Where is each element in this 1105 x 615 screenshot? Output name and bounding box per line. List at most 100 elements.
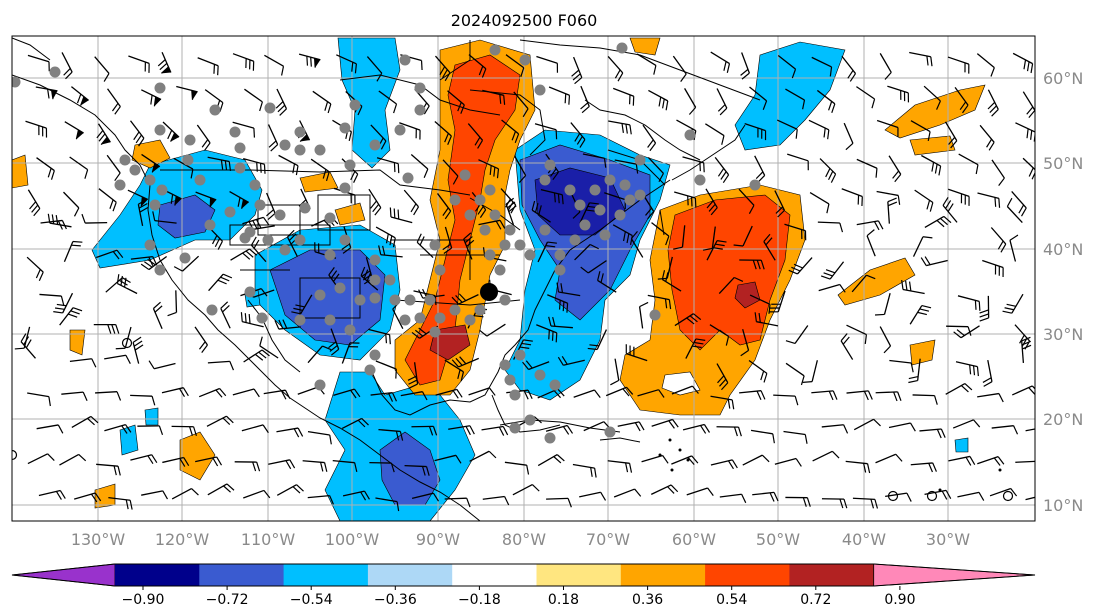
station-dot: [256, 312, 268, 324]
station-dot: [449, 304, 461, 316]
wind-barb: [1025, 493, 1035, 501]
coastline: [671, 124, 746, 181]
station-dot: [544, 432, 556, 444]
map-title: 2024092500 F060: [451, 11, 598, 30]
wind-barb: [612, 87, 635, 106]
wind-barb: [140, 256, 168, 271]
station-dot: [369, 292, 381, 304]
station-dot: [274, 209, 286, 221]
wind-barb: [557, 355, 585, 366]
station-dot: [649, 309, 661, 321]
wind-barb: [811, 390, 838, 401]
wind-barb: [59, 453, 87, 466]
wind-barb: [901, 280, 925, 295]
map-panel: [12, 36, 1035, 521]
wind-barb: [853, 418, 881, 431]
wind-barb: [104, 423, 132, 434]
wind-barb: [35, 86, 58, 100]
station-dots: [12, 42, 761, 444]
wind-barb: [241, 424, 269, 434]
wind-barb: [230, 248, 258, 261]
wind-barb: [716, 88, 728, 116]
wind-barb: [684, 88, 697, 115]
field-contour: [909, 339, 936, 366]
lon-label: 60°W: [672, 530, 716, 549]
field-contour: [954, 437, 969, 453]
wind-barb: [879, 53, 892, 80]
longitude-labels: 130°W 120°W 110°W 100°W 90°W 80°W 70°W 60°W 50°W…: [71, 530, 970, 549]
wind-barb: [275, 88, 288, 116]
station-dot: [349, 99, 361, 111]
station-dot: [694, 174, 706, 186]
station-dot: [514, 239, 526, 251]
wind-barb: [749, 86, 768, 110]
colorbar-extend-high: [873, 563, 1036, 587]
station-dot: [206, 304, 218, 316]
wind-barb: [232, 388, 260, 398]
island: [670, 468, 674, 472]
wind-barb: [574, 243, 599, 261]
wind-barb: [579, 491, 607, 501]
station-dot: [279, 139, 291, 151]
lon-label: 40°W: [842, 530, 886, 549]
wind-barb: [990, 227, 1007, 253]
station-dot: [262, 234, 274, 246]
station-dot: [499, 239, 511, 251]
wind-barb: [945, 383, 973, 395]
wind-barb: [505, 197, 517, 226]
field-contour: [119, 424, 139, 456]
coastline: [499, 419, 621, 433]
coastline: [371, 179, 671, 416]
wind-barb: [946, 325, 972, 336]
wind-barb: [478, 159, 500, 179]
wind-barb: [234, 461, 261, 472]
wind-barb: [1002, 293, 1024, 314]
wind-barb: [302, 460, 328, 472]
station-dot: [569, 234, 581, 246]
wind-barb: [942, 197, 958, 223]
colorbar-segment: [536, 564, 622, 586]
wind-barb: [263, 389, 291, 400]
station-dot: [474, 304, 486, 316]
wind-barb: [613, 488, 642, 498]
station-dot: [484, 249, 496, 261]
wind-barb: [482, 495, 510, 506]
station-dot: [114, 179, 126, 191]
lon-label: 130°W: [71, 530, 126, 549]
station-dot: [499, 294, 511, 306]
wind-barb: [333, 388, 361, 399]
colorbar-segment: [283, 564, 369, 586]
wind-barb: [468, 54, 487, 78]
wind-barb: [403, 189, 420, 216]
wind-barb: [95, 391, 122, 401]
wind-barb: [505, 54, 525, 77]
island: [998, 468, 1002, 472]
wind-barb: [173, 157, 194, 179]
wind-barb: [718, 276, 744, 294]
station-dot: [514, 349, 526, 361]
wind-barb: [108, 497, 133, 510]
wind-barb: [909, 304, 932, 325]
wind-barb: [96, 463, 121, 476]
wind-barb: [26, 256, 44, 282]
wind-barb: [841, 188, 863, 207]
wind-barb: [468, 387, 496, 396]
field-contour: [661, 371, 701, 396]
station-dot: [504, 374, 516, 386]
wind-barb: [341, 417, 369, 430]
station-dot: [156, 184, 168, 196]
wind-barb: [889, 359, 914, 373]
wind-barb: [375, 226, 396, 248]
wind-barb: [152, 211, 177, 224]
wind-barb: [69, 358, 97, 368]
wind-barb: [514, 156, 527, 183]
wind-barb: [816, 89, 836, 113]
wind-barb: [276, 427, 304, 438]
wind-barb: [845, 460, 871, 474]
station-dot: [369, 349, 381, 361]
station-dot: [344, 159, 356, 171]
wind-barb: [106, 154, 121, 182]
station-dot: [154, 82, 166, 94]
wind-barb: [336, 54, 357, 74]
